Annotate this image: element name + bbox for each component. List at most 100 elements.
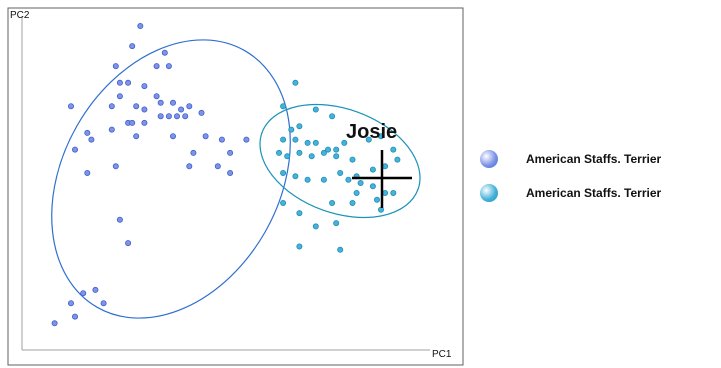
data-point	[51, 320, 58, 327]
data-point	[88, 136, 95, 143]
data-point	[84, 129, 91, 136]
data-point	[292, 79, 299, 86]
data-point	[333, 220, 340, 227]
data-point	[312, 106, 319, 113]
data-point	[349, 156, 356, 163]
legend-marker-icon	[480, 184, 498, 202]
plot-frame	[7, 7, 464, 366]
data-point	[349, 199, 356, 206]
data-point	[186, 103, 193, 110]
confidence-ellipse	[51, 39, 291, 319]
data-point	[394, 156, 401, 163]
data-point	[296, 123, 303, 130]
data-point	[133, 103, 140, 110]
data-point	[308, 153, 315, 160]
data-point	[275, 149, 282, 156]
data-point	[157, 99, 164, 106]
data-point	[169, 133, 176, 140]
data-point	[296, 210, 303, 217]
data-point	[112, 163, 119, 170]
legend-label: American Staffs. Terrier	[526, 186, 662, 200]
data-point	[333, 153, 340, 160]
data-point	[165, 63, 172, 70]
data-point	[125, 240, 132, 247]
data-point	[337, 169, 344, 176]
data-point	[369, 166, 376, 173]
data-point	[112, 63, 119, 70]
data-point	[365, 136, 372, 143]
data-point	[280, 169, 287, 176]
data-point	[153, 63, 160, 70]
data-point	[382, 189, 389, 196]
data-point	[280, 199, 287, 206]
legend: American Staffs. Terrier American Staffs…	[480, 148, 661, 216]
data-point	[133, 133, 140, 140]
data-point	[320, 176, 327, 183]
data-point	[243, 136, 250, 143]
data-point	[141, 119, 148, 126]
data-point	[116, 79, 123, 86]
data-point	[369, 183, 376, 190]
data-point	[116, 93, 123, 100]
data-point	[182, 113, 189, 120]
data-point	[129, 119, 136, 126]
data-point	[304, 176, 311, 183]
data-point	[141, 106, 148, 113]
data-point	[333, 146, 340, 153]
legend-label: American Staffs. Terrier	[526, 152, 662, 166]
data-point	[153, 93, 160, 100]
data-point	[357, 179, 364, 186]
data-point	[292, 173, 299, 180]
data-point	[190, 149, 197, 156]
data-point	[165, 113, 172, 120]
data-point	[84, 169, 91, 176]
data-point	[377, 133, 384, 140]
data-point	[202, 133, 209, 140]
data-point	[129, 43, 136, 50]
confidence-ellipse	[259, 103, 421, 219]
legend-item: American Staffs. Terrier	[480, 182, 661, 204]
legend-marker-icon	[480, 150, 498, 168]
josie-annotation: Josie	[346, 121, 397, 143]
data-point	[280, 103, 287, 110]
data-point	[92, 286, 99, 293]
data-point	[186, 163, 193, 170]
data-point	[227, 169, 234, 176]
data-point	[100, 300, 107, 307]
data-point	[169, 99, 176, 106]
data-point	[312, 139, 319, 146]
data-point	[353, 189, 360, 196]
data-point	[157, 113, 164, 120]
data-point	[141, 83, 148, 90]
data-point	[329, 199, 336, 206]
data-point	[341, 139, 348, 146]
data-point	[198, 109, 205, 116]
data-point	[108, 126, 115, 133]
data-point	[173, 113, 180, 120]
data-point	[373, 196, 380, 203]
data-point	[227, 149, 234, 156]
data-point	[292, 136, 299, 143]
data-point	[382, 163, 389, 170]
data-point	[324, 146, 331, 153]
data-point	[80, 290, 87, 297]
data-point	[304, 139, 311, 146]
data-point	[68, 103, 75, 110]
data-point	[137, 22, 144, 29]
data-point	[116, 216, 123, 223]
data-point	[390, 146, 397, 153]
data-point	[108, 103, 115, 110]
data-point	[161, 49, 168, 56]
data-point	[125, 79, 132, 86]
data-point	[296, 149, 303, 156]
data-point	[296, 243, 303, 250]
data-point	[284, 153, 291, 160]
y-axis-label: PC2	[10, 10, 30, 21]
data-point	[288, 126, 295, 133]
data-point	[214, 163, 221, 170]
data-point	[312, 223, 319, 230]
data-point	[218, 136, 225, 143]
x-axis-label: PC1	[432, 349, 452, 360]
data-point	[68, 300, 75, 307]
